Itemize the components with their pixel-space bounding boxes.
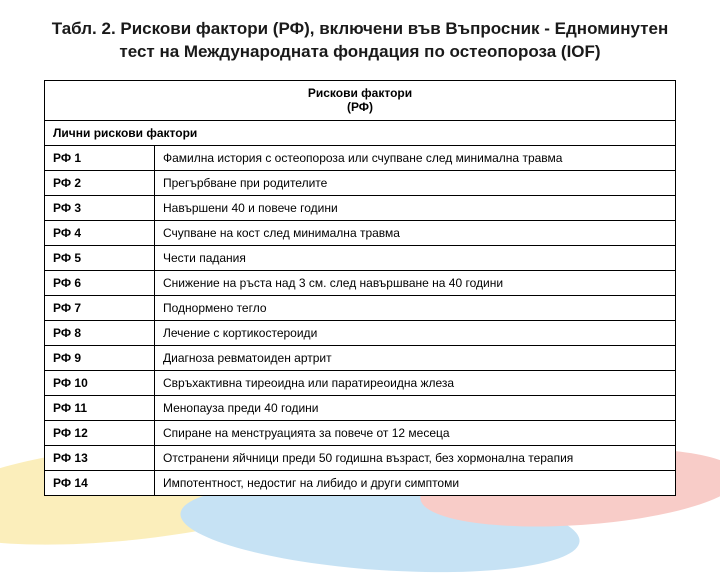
rf-desc-cell: Снижение на ръста над 3 см. след навършв… xyxy=(155,270,676,295)
rf-desc-cell: Отстранени яйчници преди 50 годишна възр… xyxy=(155,445,676,470)
section-header-row: Лични рискови фактори xyxy=(45,120,676,145)
rf-code-cell: РФ 4 xyxy=(45,220,155,245)
table-row: РФ 13Отстранени яйчници преди 50 годишна… xyxy=(45,445,676,470)
table-row: РФ 11Менопауза преди 40 години xyxy=(45,395,676,420)
table-header-row: Рискови фактори (РФ) xyxy=(45,80,676,120)
table-row: РФ 4Счупване на кост след минимална трав… xyxy=(45,220,676,245)
table-row: РФ 1Фамилна история с остеопороза или сч… xyxy=(45,145,676,170)
rf-desc-cell: Прегърбване при родителите xyxy=(155,170,676,195)
table-row: РФ 12Спиране на менструацията за повече … xyxy=(45,420,676,445)
table-row: РФ 3Навършени 40 и повече години xyxy=(45,195,676,220)
rf-desc-cell: Навършени 40 и повече години xyxy=(155,195,676,220)
rf-desc-cell: Диагноза ревматоиден артрит xyxy=(155,345,676,370)
rf-desc-cell: Счупване на кост след минимална травма xyxy=(155,220,676,245)
risk-factors-table: Рискови фактори (РФ) Лични рискови факто… xyxy=(44,80,676,496)
rf-desc-cell: Чести падания xyxy=(155,245,676,270)
rf-desc-cell: Лечение с кортикостероиди xyxy=(155,320,676,345)
table-title: Табл. 2. Рискови фактори (РФ), включени … xyxy=(44,18,676,64)
rf-desc-cell: Свръхактивна тиреоидна или паратиреоидна… xyxy=(155,370,676,395)
table-row: РФ 7Поднормено тегло xyxy=(45,295,676,320)
rf-desc-cell: Импотентност, недостиг на либидо и други… xyxy=(155,470,676,495)
table-row: РФ 14Импотентност, недостиг на либидо и … xyxy=(45,470,676,495)
rf-desc-cell: Спиране на менструацията за повече от 12… xyxy=(155,420,676,445)
header-line-1: Рискови фактори xyxy=(308,86,412,100)
table-row: РФ 8Лечение с кортикостероиди xyxy=(45,320,676,345)
table-row: РФ 2Прегърбване при родителите xyxy=(45,170,676,195)
rf-code-cell: РФ 9 xyxy=(45,345,155,370)
table-header-cell: Рискови фактори (РФ) xyxy=(45,80,676,120)
table-row: РФ 5Чести падания xyxy=(45,245,676,270)
table-row: РФ 10Свръхактивна тиреоидна или паратире… xyxy=(45,370,676,395)
rf-code-cell: РФ 2 xyxy=(45,170,155,195)
table-row: РФ 9Диагноза ревматоиден артрит xyxy=(45,345,676,370)
rf-code-cell: РФ 6 xyxy=(45,270,155,295)
rf-code-cell: РФ 12 xyxy=(45,420,155,445)
rf-code-cell: РФ 8 xyxy=(45,320,155,345)
rf-code-cell: РФ 5 xyxy=(45,245,155,270)
rf-code-cell: РФ 7 xyxy=(45,295,155,320)
table-row: РФ 6Снижение на ръста над 3 см. след нав… xyxy=(45,270,676,295)
rf-code-cell: РФ 14 xyxy=(45,470,155,495)
rf-desc-cell: Фамилна история с остеопороза или счупва… xyxy=(155,145,676,170)
rf-code-cell: РФ 1 xyxy=(45,145,155,170)
rf-code-cell: РФ 10 xyxy=(45,370,155,395)
header-line-2: (РФ) xyxy=(347,100,373,114)
rf-code-cell: РФ 3 xyxy=(45,195,155,220)
rf-desc-cell: Поднормено тегло xyxy=(155,295,676,320)
rf-desc-cell: Менопауза преди 40 години xyxy=(155,395,676,420)
section-header-cell: Лични рискови фактори xyxy=(45,120,676,145)
rf-code-cell: РФ 13 xyxy=(45,445,155,470)
rf-code-cell: РФ 11 xyxy=(45,395,155,420)
